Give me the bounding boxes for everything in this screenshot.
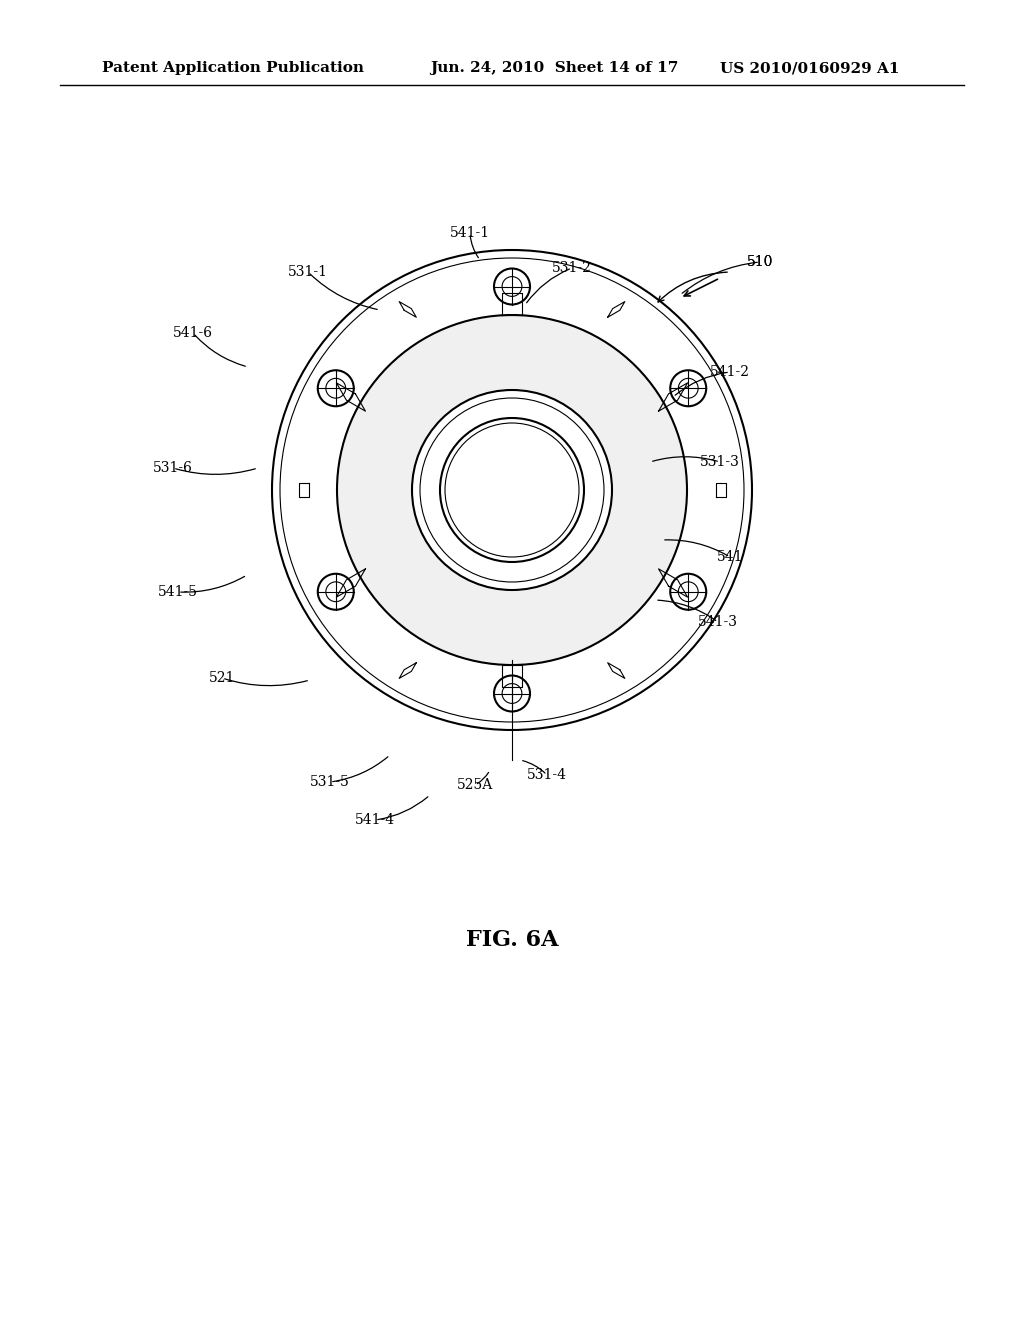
Text: Patent Application Publication: Patent Application Publication	[102, 61, 364, 75]
Text: 531-6: 531-6	[153, 461, 193, 475]
Circle shape	[440, 418, 584, 562]
Text: 510: 510	[746, 255, 773, 269]
Text: 541-1: 541-1	[450, 226, 490, 240]
Text: 531-3: 531-3	[700, 455, 740, 469]
Text: 510: 510	[746, 255, 773, 269]
Circle shape	[412, 389, 612, 590]
Text: 541-2: 541-2	[710, 366, 750, 379]
Text: 531-4: 531-4	[527, 768, 567, 781]
Text: 531-5: 531-5	[310, 775, 350, 789]
Text: 541-4: 541-4	[355, 813, 395, 828]
Text: 531-1: 531-1	[288, 265, 328, 279]
Text: FIG. 6A: FIG. 6A	[466, 929, 558, 950]
Text: Jun. 24, 2010  Sheet 14 of 17: Jun. 24, 2010 Sheet 14 of 17	[430, 61, 678, 75]
Text: 541-3: 541-3	[698, 615, 738, 630]
Text: 531-2: 531-2	[552, 261, 592, 275]
Text: 541: 541	[717, 550, 743, 564]
Text: 521: 521	[209, 671, 236, 685]
Text: 541-6: 541-6	[173, 326, 213, 341]
Text: US 2010/0160929 A1: US 2010/0160929 A1	[720, 61, 899, 75]
Text: 541-5: 541-5	[158, 585, 198, 599]
Circle shape	[337, 315, 687, 665]
Text: 525A: 525A	[457, 777, 494, 792]
